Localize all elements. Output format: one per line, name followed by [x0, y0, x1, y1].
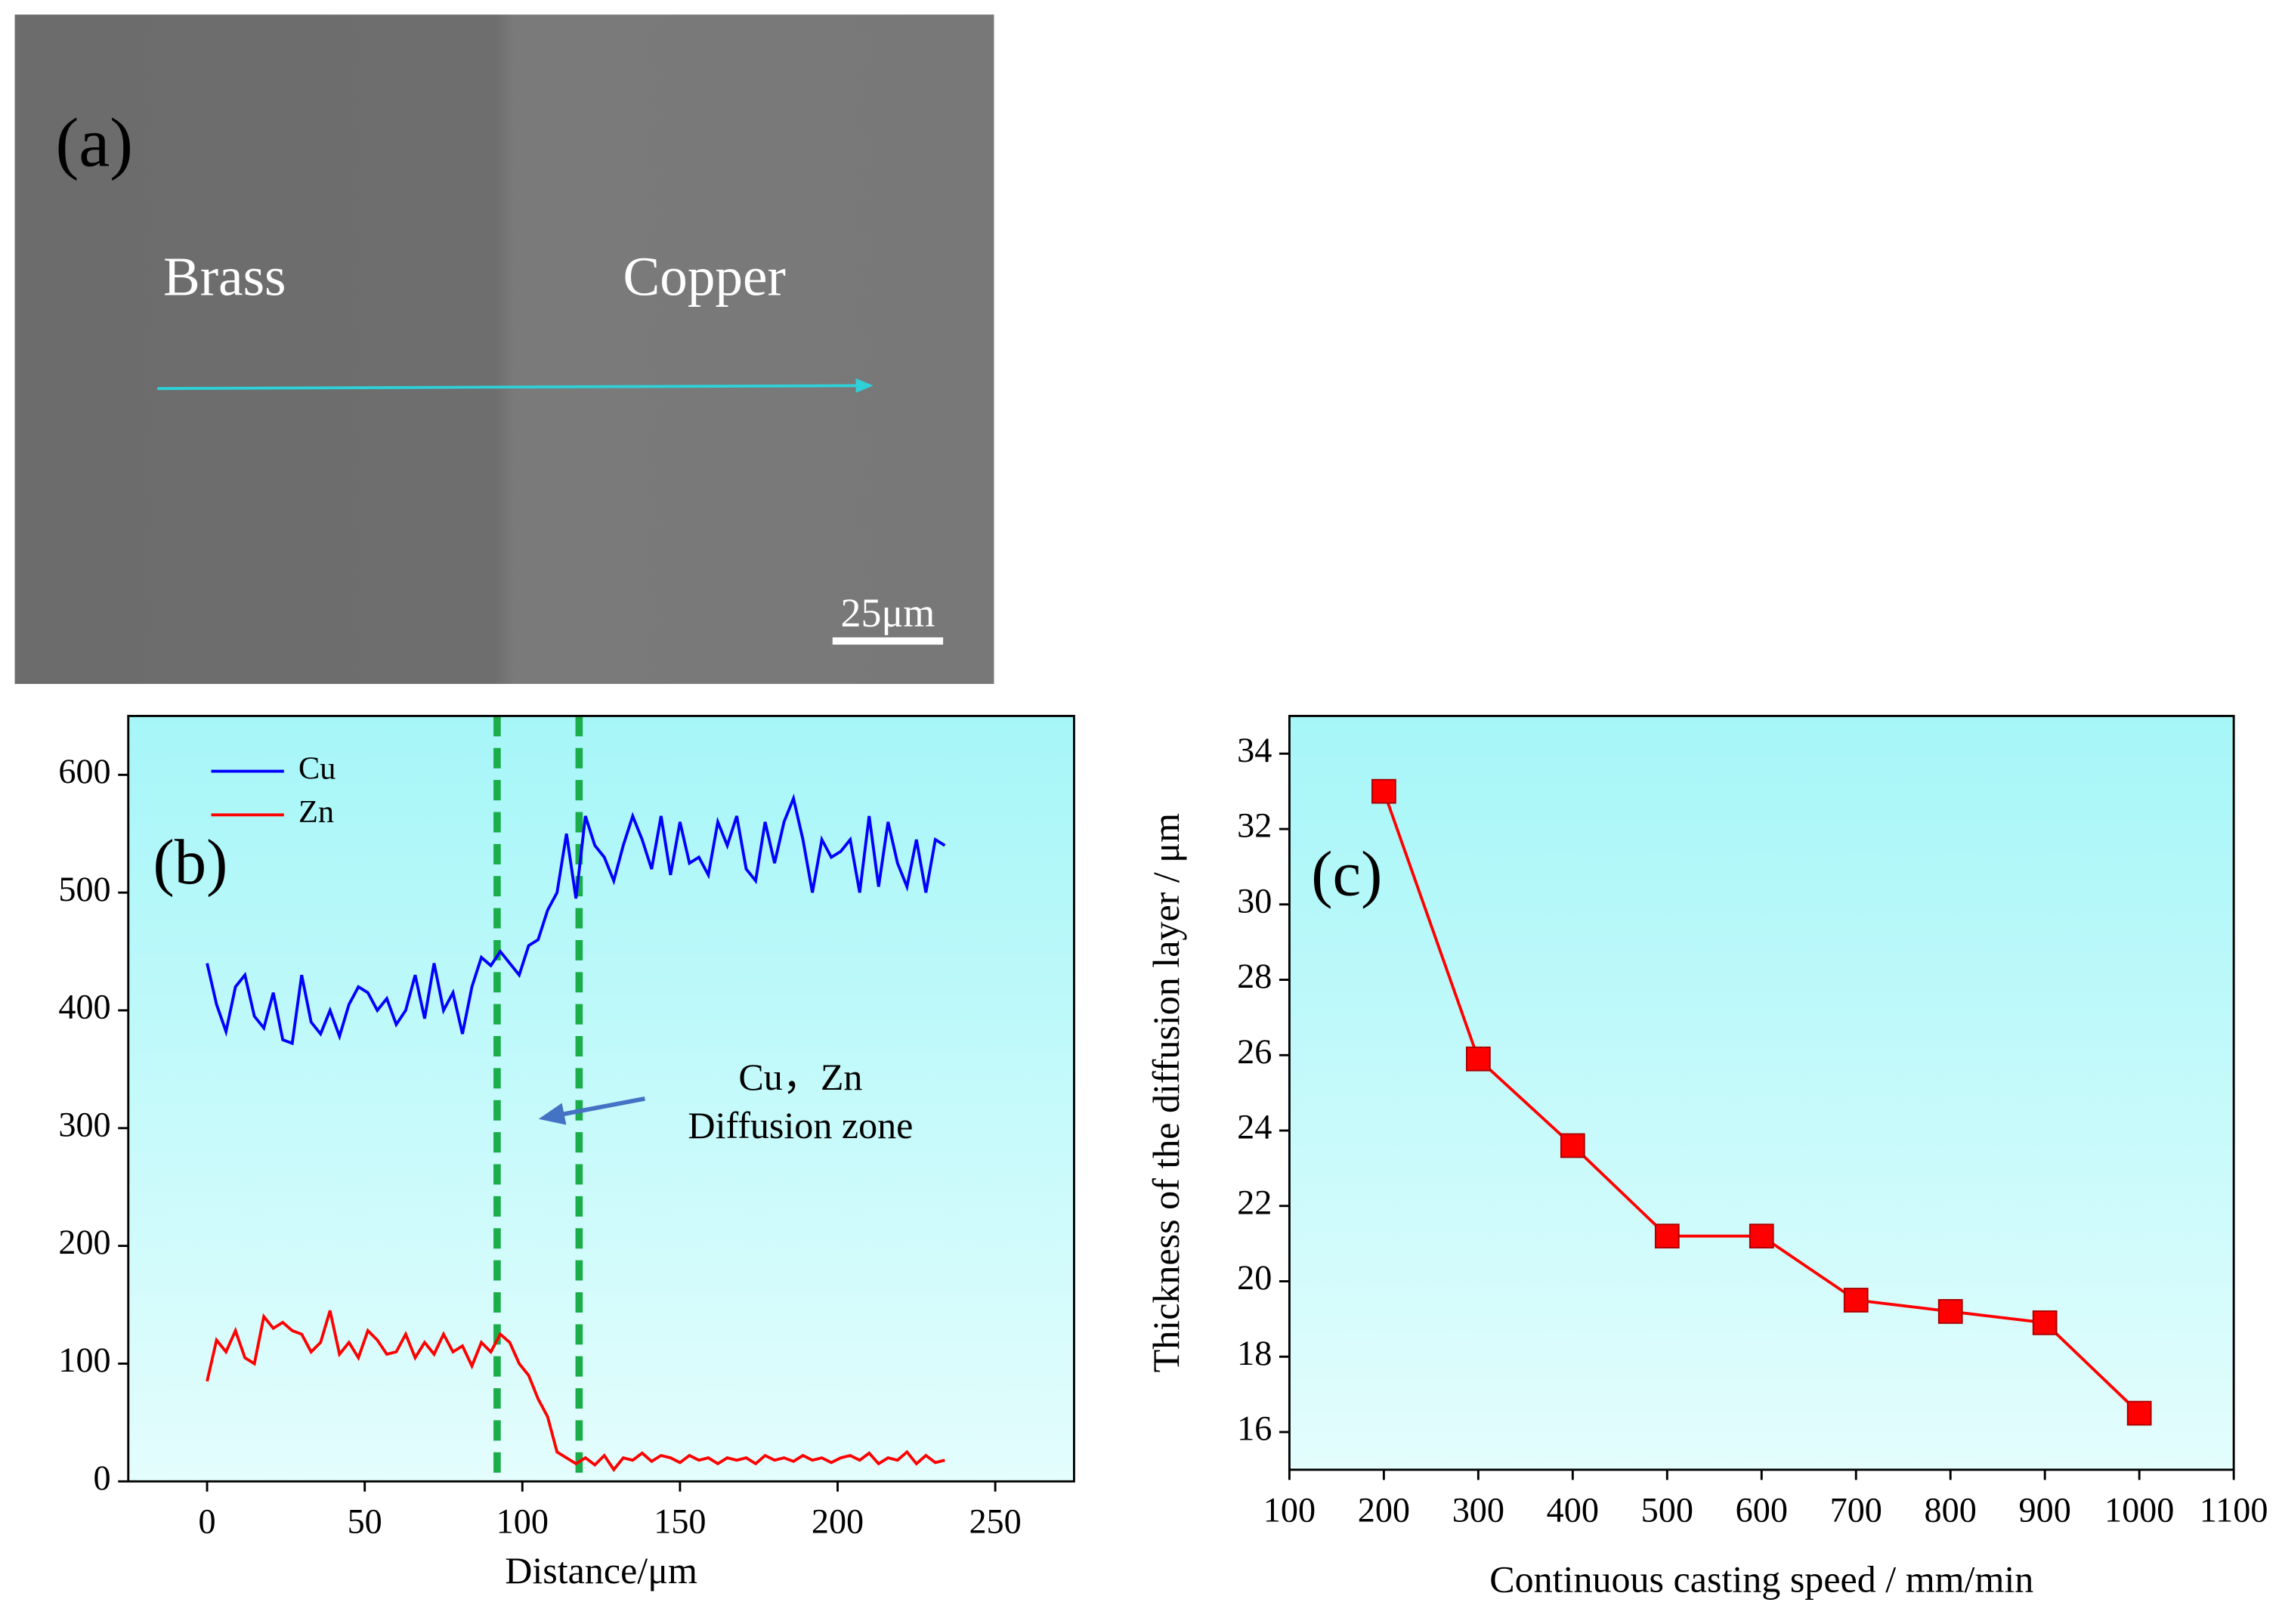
- x-tick-label: 250: [969, 1502, 1021, 1541]
- y-tick-label: 500: [58, 870, 110, 908]
- x-tick-label: 600: [1736, 1490, 1788, 1529]
- marker: [1654, 1223, 1680, 1249]
- x-tick-label: 700: [1830, 1490, 1882, 1529]
- y-tick-label: 28: [1237, 957, 1272, 995]
- region-label: Copper: [623, 246, 785, 307]
- x-axis-label: Distance/μm: [505, 1549, 697, 1592]
- annotation: Diffusion zone: [688, 1104, 913, 1146]
- y-tick-label: 0: [94, 1459, 111, 1497]
- y-tick-label: 300: [58, 1105, 110, 1143]
- y-tick-label: 22: [1237, 1183, 1272, 1221]
- y-tick-label: 20: [1237, 1258, 1272, 1297]
- y-tick-label: 200: [58, 1223, 110, 1261]
- marker: [2126, 1400, 2152, 1426]
- x-tick-label: 400: [1547, 1490, 1599, 1529]
- x-tick-label: 200: [812, 1502, 864, 1541]
- y-tick-label: 600: [58, 752, 110, 790]
- legend-label: Zn: [298, 794, 334, 830]
- y-tick-label: 100: [58, 1341, 110, 1379]
- panel-label: (b): [153, 827, 227, 898]
- marker: [1465, 1046, 1491, 1072]
- annotation-arrow-head: [538, 1103, 567, 1125]
- marker: [1560, 1133, 1585, 1158]
- series-line: [206, 1310, 945, 1472]
- y-tick-label: 24: [1237, 1108, 1272, 1146]
- plot-frame: [127, 714, 1075, 1483]
- plot-background: [1289, 716, 2234, 1470]
- x-tick-label: 200: [1358, 1490, 1410, 1529]
- marker: [1371, 778, 1396, 804]
- x-tick-label: 1000: [2104, 1490, 2174, 1529]
- scale-bar: [832, 637, 944, 645]
- x-tick-label: 100: [1263, 1490, 1316, 1529]
- y-axis-label: Thickness of the diffusion layer / μm: [1145, 813, 1187, 1372]
- x-axis-label: Continuous casting speed / mm/min: [1489, 1558, 2033, 1601]
- scale-bar-label: 25μm: [841, 590, 935, 636]
- marker: [2032, 1310, 2058, 1335]
- y-tick-label: 400: [58, 988, 110, 1026]
- panel-label: (c): [1311, 839, 1382, 909]
- plot-background: [128, 716, 1075, 1482]
- x-tick-label: 300: [1452, 1490, 1504, 1529]
- plot-frame: [1288, 714, 2235, 1471]
- region-label: Brass: [163, 246, 286, 307]
- y-tick-label: 26: [1237, 1032, 1272, 1071]
- marker: [1843, 1288, 1869, 1313]
- marker: [1749, 1223, 1774, 1249]
- series-line: [206, 793, 946, 1046]
- x-tick-label: 900: [2019, 1490, 2071, 1529]
- scan-line: [157, 384, 862, 391]
- legend-label: Cu: [298, 750, 335, 786]
- y-tick-label: 18: [1237, 1334, 1272, 1372]
- x-tick-label: 0: [199, 1502, 216, 1541]
- y-tick-label: 16: [1237, 1409, 1272, 1448]
- x-tick-label: 150: [654, 1502, 706, 1541]
- x-tick-label: 800: [1925, 1490, 1977, 1529]
- micrograph: [14, 14, 994, 685]
- annotation: Cu，Zn: [738, 1056, 862, 1098]
- x-tick-label: 50: [348, 1502, 382, 1541]
- x-tick-label: 100: [496, 1502, 549, 1541]
- panel-label: (a): [55, 104, 133, 181]
- marker: [1937, 1299, 1963, 1324]
- x-tick-label: 500: [1641, 1490, 1693, 1529]
- x-tick-label: 1100: [2200, 1490, 2268, 1529]
- annotation-arrow: [560, 1097, 645, 1117]
- y-tick-label: 34: [1237, 731, 1272, 769]
- y-tick-label: 30: [1237, 881, 1272, 920]
- scan-arrow-head: [855, 378, 874, 393]
- y-tick-label: 32: [1237, 806, 1272, 845]
